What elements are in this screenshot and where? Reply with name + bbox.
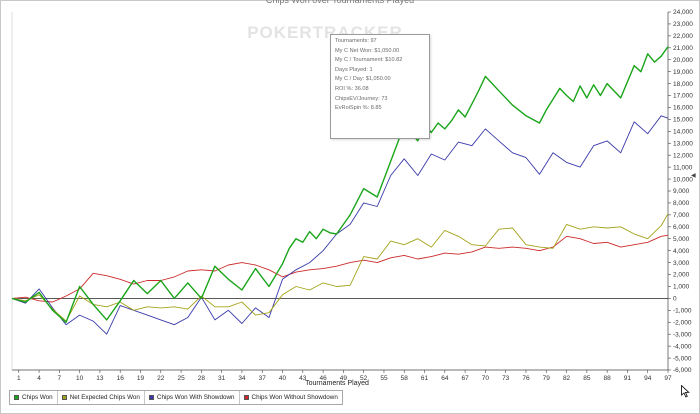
- series-layer: [11, 46, 669, 335]
- tooltip-roi: ROI %: 36.08: [335, 85, 369, 92]
- x-tick-label: 22: [157, 375, 165, 382]
- y-tick-label: 2,000: [673, 272, 690, 279]
- y-tick-label: -4,000: [673, 343, 692, 350]
- x-tick-label: 25: [177, 375, 185, 382]
- x-tick-label: 19: [137, 375, 145, 382]
- y-tick-label: -6,000: [673, 367, 692, 374]
- x-tick-label: 70: [482, 375, 490, 382]
- x-tick-label: 64: [441, 375, 449, 382]
- y-tick-label: 22,000: [673, 33, 693, 40]
- tooltip-evroispin: EvRoiSpin %: 8.85: [335, 105, 382, 112]
- tooltip-chipsev: ChipsEV/Journey: 73: [335, 95, 388, 102]
- y-tick-label: -2,000: [673, 319, 692, 326]
- x-tick-label: 28: [198, 375, 206, 382]
- x-tick-label: 43: [299, 375, 307, 382]
- x-tick-label: 4: [37, 375, 41, 382]
- legend-label: Chips Won Without Showdown: [251, 394, 338, 401]
- x-axis-title: Tournaments Played: [305, 380, 369, 387]
- legend-label: Chips Won With Showdown: [156, 394, 235, 401]
- x-tick-label: 37: [259, 375, 267, 382]
- tooltip-tournaments: Tournaments: 97: [335, 38, 377, 44]
- y-tick-label: 1,000: [673, 284, 690, 291]
- x-tick-label: 94: [644, 375, 652, 382]
- y-tick-label: -3,000: [673, 331, 692, 338]
- x-tick-label: 40: [279, 375, 287, 382]
- x-tick-label: 67: [461, 375, 469, 382]
- x-tick-label: 34: [238, 375, 246, 382]
- legend-item-without-showdown[interactable]: Chips Won Without Showdown: [240, 391, 342, 404]
- y-tick-label: 9,000: [673, 188, 690, 195]
- y-tick-label: 5,000: [673, 236, 690, 243]
- y-tick-label: 15,000: [673, 117, 693, 124]
- tooltip-days-played: Days Played: 1: [335, 66, 373, 73]
- x-tick-label: 79: [543, 375, 551, 382]
- axes: -6,000 -5,000 -4,000 -3,000 -2,000 -1,000 0 1,0…: [11, 9, 693, 382]
- x-tick-label: 49: [340, 375, 348, 382]
- y-tick-label: 12,000: [673, 152, 693, 159]
- x-tick-label: 10: [76, 375, 84, 382]
- y-tick-label: 13,000: [673, 140, 693, 147]
- x-tick-label: 82: [563, 375, 571, 382]
- y-tick-label: 20,000: [673, 57, 693, 64]
- legend-item-net-expected[interactable]: Net Expected Chips Won: [58, 391, 145, 404]
- x-tick-label: 85: [583, 375, 591, 382]
- x-tick-label: 91: [624, 375, 632, 382]
- y-tick-label: 14,000: [673, 129, 693, 136]
- series-line-chips-won: [11, 46, 669, 323]
- x-tick-label: 58: [401, 375, 409, 382]
- x-tick-label: 46: [319, 375, 327, 382]
- legend-swatch: [14, 395, 19, 400]
- series-line-net-expected-chips-won: [11, 213, 669, 322]
- y-tick-label: -5,000: [673, 355, 692, 362]
- y-tick-label: 11,000: [673, 164, 693, 171]
- x-tick-label: 61: [421, 375, 429, 382]
- x-tick-label: 16: [117, 375, 125, 382]
- legend-item-chips-won[interactable]: Chips Won: [10, 391, 58, 404]
- x-tick-label: 55: [380, 375, 388, 382]
- x-tick-label: 73: [502, 375, 510, 382]
- y-tick-label: 10,000: [673, 176, 693, 183]
- x-tick-label: 1: [17, 375, 21, 382]
- legend-swatch: [243, 395, 249, 400]
- legend-item-with-showdown[interactable]: Chips Won With Showdown: [145, 391, 240, 404]
- y-tick-label: 16,000: [673, 105, 693, 112]
- legend-label: Net Expected Chips Won: [69, 394, 140, 401]
- legend-label: Chips Won: [22, 394, 53, 401]
- y-tick-label: 17,000: [673, 93, 693, 100]
- y-tick-label: 21,000: [673, 45, 693, 52]
- x-tick-label: 97: [664, 375, 672, 382]
- mouse-cursor-icon: [681, 385, 690, 398]
- y-tick-label: 0: [673, 296, 677, 303]
- y-tick-label: 23,000: [673, 21, 693, 28]
- y-tick-label: 7,000: [673, 212, 690, 219]
- resize-handle-icon[interactable]: ◀: [691, 173, 696, 179]
- hover-tooltip: Tournaments: 97 My C Net Won: $1,050.00 …: [330, 34, 430, 139]
- y-tick-label: 3,000: [673, 260, 690, 267]
- x-tick-label: 88: [604, 375, 612, 382]
- x-tick-label: 76: [522, 375, 530, 382]
- series-line-chips-won-with-showdown: [11, 115, 669, 335]
- y-tick-label: 19,000: [673, 69, 693, 76]
- y-tick-label: 24,000: [673, 9, 693, 16]
- legend-swatch: [148, 395, 154, 400]
- legend-swatch: [61, 395, 67, 400]
- tooltip-per-tournament: My C / Tournament: $10.82: [335, 57, 403, 64]
- x-tick-label: 52: [360, 375, 368, 382]
- x-tick-label: 13: [96, 375, 104, 382]
- series-line-chips-won-without-showdown: [11, 234, 669, 303]
- y-tick-label: 18,000: [673, 81, 693, 88]
- x-tick-label: 31: [218, 375, 226, 382]
- y-tick-label: 6,000: [673, 224, 690, 231]
- x-tick-label: 7: [58, 375, 62, 382]
- tooltip-net-won: My C Net Won: $1,050.00: [335, 47, 400, 54]
- tooltip-per-day: My C / Day: $1,050.00: [335, 76, 391, 83]
- legend: Chips Won Net Expected Chips Won Chips W…: [9, 390, 343, 405]
- y-tick-label: 8,000: [673, 200, 690, 207]
- y-tick-label: 4,000: [673, 248, 690, 255]
- y-tick-label: -1,000: [673, 308, 692, 315]
- window-title: Chips Won over Tournaments Played: [265, 0, 415, 5]
